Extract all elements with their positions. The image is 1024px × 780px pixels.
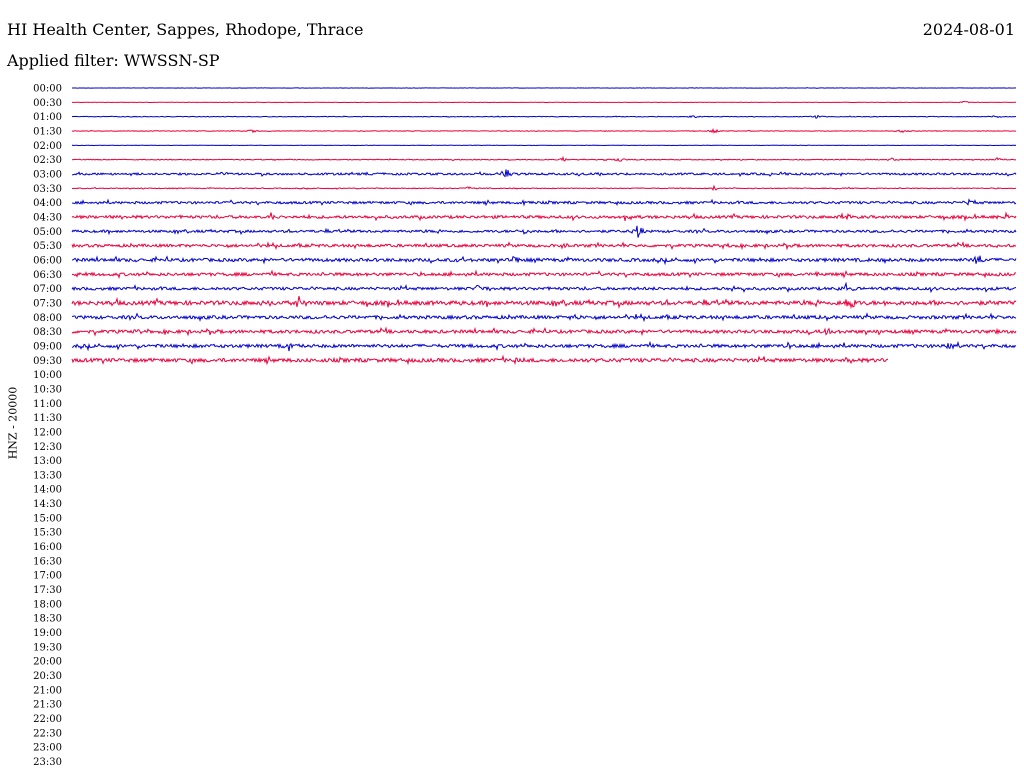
row-label-0730: 07:30	[33, 298, 62, 309]
row-label-1700: 17:00	[33, 571, 62, 582]
trace-0330	[71, 184, 1017, 191]
row-label-2230: 22:30	[33, 728, 62, 739]
row-label-0100: 01:00	[33, 112, 62, 123]
row-label-2000: 20:00	[33, 657, 62, 668]
trace-0530	[71, 241, 1017, 251]
row-label-1430: 14:30	[33, 499, 62, 510]
row-label-2300: 23:00	[33, 743, 62, 754]
row-labels: 00:00 00:30 01:00 01:30 02:00 02:30 03:00 03:30…	[33, 84, 62, 769]
record-date: 2024-08-01	[922, 20, 1015, 39]
row-label-1900: 19:00	[33, 628, 62, 639]
row-label-1130: 11:30	[33, 413, 62, 424]
row-label-2100: 21:00	[33, 685, 62, 696]
row-label-1930: 19:30	[33, 642, 62, 653]
row-label-1100: 11:00	[33, 399, 62, 410]
trace-0030	[71, 100, 1017, 104]
trace-0000	[71, 87, 1017, 89]
row-label-1600: 16:00	[33, 542, 62, 553]
row-label-1200: 12:00	[33, 427, 62, 438]
trace-0130	[71, 128, 1017, 134]
row-label-1330: 13:30	[33, 470, 62, 481]
row-label-0400: 04:00	[33, 198, 62, 209]
station-title: HI Health Center, Sappes, Rhodope, Thrac…	[7, 20, 364, 39]
row-label-1400: 14:00	[33, 485, 62, 496]
row-label-2030: 20:30	[33, 671, 62, 682]
trace-0300	[71, 169, 1017, 178]
trace-0230	[71, 155, 1017, 162]
trace-0700	[71, 281, 1017, 294]
row-label-0530: 05:30	[33, 241, 62, 252]
row-label-1500: 15:00	[33, 513, 62, 524]
row-label-0600: 06:00	[33, 255, 62, 266]
row-label-0630: 06:30	[33, 270, 62, 281]
row-label-1530: 15:30	[33, 528, 62, 539]
filter-label: Applied filter: WWSSN-SP	[7, 51, 220, 70]
row-label-0230: 02:30	[33, 155, 62, 166]
trace-0100	[71, 114, 1017, 119]
trace-lines	[71, 87, 1017, 366]
trace-0600	[71, 255, 1017, 266]
trace-0200	[71, 144, 1017, 147]
trace-0730	[71, 296, 1017, 310]
row-label-0000: 00:00	[33, 84, 62, 95]
row-label-0330: 03:30	[33, 184, 62, 195]
row-label-0930: 09:30	[33, 356, 62, 367]
row-label-1830: 18:30	[33, 614, 62, 625]
row-label-0030: 00:30	[33, 98, 62, 109]
row-label-2200: 22:00	[33, 714, 62, 725]
row-label-2330: 23:30	[33, 757, 62, 768]
row-label-1030: 10:30	[33, 384, 62, 395]
row-label-0300: 03:00	[33, 169, 62, 180]
trace-0900	[71, 340, 1017, 352]
row-label-2130: 21:30	[33, 700, 62, 711]
row-label-0800: 08:00	[33, 313, 62, 324]
row-label-0130: 01:30	[33, 126, 62, 137]
row-label-1230: 12:30	[33, 442, 62, 453]
row-label-1800: 18:00	[33, 599, 62, 610]
trace-0800	[71, 312, 1017, 323]
row-label-1000: 10:00	[33, 370, 62, 381]
row-label-0500: 05:00	[33, 227, 62, 238]
row-label-1630: 16:30	[33, 556, 62, 567]
row-label-0200: 02:00	[33, 141, 62, 152]
trace-0830	[71, 326, 1017, 337]
trace-0400	[71, 198, 1017, 207]
row-label-0830: 08:30	[33, 327, 62, 338]
row-label-1730: 17:30	[33, 585, 62, 596]
trace-0630	[71, 269, 1017, 280]
trace-0930	[71, 354, 889, 366]
row-label-0700: 07:00	[33, 284, 62, 295]
row-label-1300: 13:00	[33, 456, 62, 467]
row-label-0430: 04:30	[33, 212, 62, 223]
trace-0430	[71, 211, 1017, 222]
row-label-0900: 09:00	[33, 341, 62, 352]
trace-0500	[71, 225, 1017, 238]
